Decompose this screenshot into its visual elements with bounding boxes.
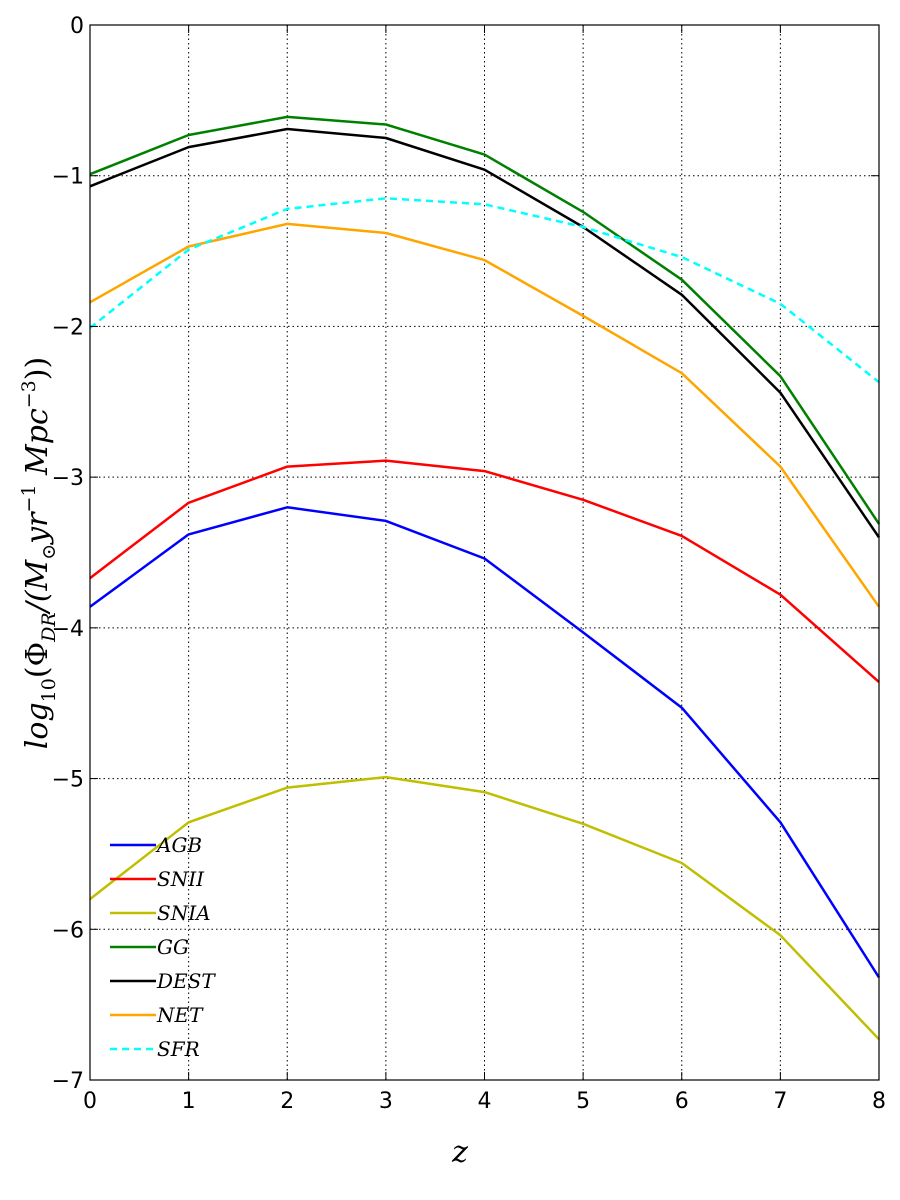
y-tick-label: −7 [52, 1069, 84, 1094]
y-axis-label: log10(ΦDR/(M⊙yr−1 Mpc−3)) [18, 357, 60, 749]
series-line-net [89, 222, 881, 608]
x-tick-label: 7 [773, 1089, 787, 1114]
legend-label-snii: SNII [157, 867, 205, 891]
legend-label-snia: SNIA [157, 901, 211, 925]
series-line-snia [89, 775, 880, 1041]
x-tick-label: 5 [576, 1089, 590, 1114]
x-tick-label: 3 [379, 1089, 393, 1114]
x-tick-label: 8 [872, 1089, 886, 1114]
x-axis-label: z [451, 1135, 468, 1170]
y-tick-label: −3 [52, 466, 84, 491]
legend-label-dest: DEST [156, 969, 216, 993]
y-tick-label: −6 [52, 918, 84, 943]
y-tick-label: −4 [52, 617, 84, 642]
series-line-dest [89, 127, 881, 539]
y-tick-label: 0 [70, 14, 84, 39]
legend-label-gg: GG [157, 935, 189, 959]
series-lines [89, 115, 881, 1041]
y-tick-label: −5 [52, 768, 84, 793]
legend-label-agb: AGB [155, 833, 202, 857]
legend-label-sfr: SFR [157, 1037, 200, 1061]
y-axis-ticks: 0 −1 −2 −3 −4 −5 −6 −7 [52, 14, 879, 1094]
x-tick-label: 0 [83, 1089, 97, 1114]
series-line-agb [89, 506, 881, 979]
series-line-snii [89, 459, 880, 684]
legend-label-net: NET [156, 1003, 204, 1027]
legend: AGB SNII SNIA GG DEST NET SFR [110, 833, 216, 1061]
x-tick-label: 6 [675, 1089, 689, 1114]
x-tick-label: 4 [478, 1089, 492, 1114]
grid-lines [90, 25, 879, 1080]
series-line-gg [89, 115, 881, 525]
y-tick-label: −1 [52, 165, 84, 190]
x-tick-label: 2 [280, 1089, 294, 1114]
y-tick-label: −2 [52, 315, 84, 340]
x-axis-ticks: 0 1 2 3 4 5 6 7 8 [83, 25, 886, 1114]
x-tick-label: 1 [182, 1089, 196, 1114]
series-line-sfr [89, 197, 880, 384]
